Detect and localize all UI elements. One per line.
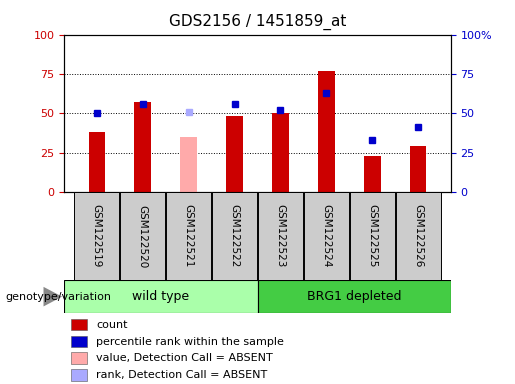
Bar bbox=[318, 71, 335, 192]
Text: GSM122524: GSM122524 bbox=[321, 204, 332, 268]
Bar bbox=[64, 280, 258, 313]
Text: percentile rank within the sample: percentile rank within the sample bbox=[96, 337, 284, 347]
Text: genotype/variation: genotype/variation bbox=[5, 291, 111, 302]
Bar bbox=[72, 353, 87, 364]
Bar bbox=[72, 336, 87, 347]
Text: GDS2156 / 1451859_at: GDS2156 / 1451859_at bbox=[169, 13, 346, 30]
Text: rank, Detection Call = ABSENT: rank, Detection Call = ABSENT bbox=[96, 370, 267, 380]
Bar bbox=[410, 146, 426, 192]
Text: BRG1 depleted: BRG1 depleted bbox=[307, 290, 401, 303]
Text: wild type: wild type bbox=[132, 290, 190, 303]
Bar bbox=[365, 156, 381, 192]
Bar bbox=[72, 319, 87, 330]
Bar bbox=[121, 192, 165, 280]
Bar bbox=[166, 192, 211, 280]
Text: GSM122519: GSM122519 bbox=[92, 204, 101, 268]
Bar bbox=[350, 192, 394, 280]
Text: GSM122520: GSM122520 bbox=[138, 205, 147, 268]
Bar bbox=[180, 137, 197, 192]
Bar bbox=[134, 102, 150, 192]
Bar bbox=[212, 192, 256, 280]
Bar bbox=[397, 192, 440, 280]
Text: GSM122522: GSM122522 bbox=[230, 204, 239, 268]
Bar bbox=[75, 192, 118, 280]
Bar bbox=[258, 280, 451, 313]
Bar bbox=[272, 113, 288, 192]
Bar bbox=[89, 132, 105, 192]
Text: GSM122523: GSM122523 bbox=[276, 204, 285, 268]
Bar bbox=[259, 192, 303, 280]
Text: GSM122521: GSM122521 bbox=[183, 204, 194, 268]
Text: value, Detection Call = ABSENT: value, Detection Call = ABSENT bbox=[96, 353, 273, 364]
Bar bbox=[227, 116, 243, 192]
Bar bbox=[72, 369, 87, 381]
Text: GSM122526: GSM122526 bbox=[414, 204, 423, 268]
Text: count: count bbox=[96, 320, 128, 330]
Text: GSM122525: GSM122525 bbox=[368, 204, 377, 268]
Polygon shape bbox=[43, 287, 62, 306]
Bar bbox=[304, 192, 349, 280]
